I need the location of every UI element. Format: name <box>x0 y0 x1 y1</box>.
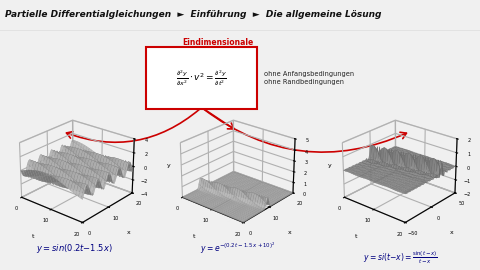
Text: $y{=}sin(0.2t{-}1.5x)$: $y{=}sin(0.2t{-}1.5x)$ <box>36 242 113 255</box>
FancyBboxPatch shape <box>146 47 257 109</box>
Y-axis label: x: x <box>127 230 131 235</box>
X-axis label: t: t <box>32 234 35 239</box>
Text: $\frac{\partial^2 y}{\partial x^2} \cdot v^2 = \frac{\partial^2 y}{\partial t^2}: $\frac{\partial^2 y}{\partial x^2} \cdot… <box>176 68 227 88</box>
Text: Partielle Differentialgleichungen  ►  Einführung  ►  Die allgemeine Lösung: Partielle Differentialgleichungen ► Einf… <box>5 11 381 19</box>
X-axis label: t: t <box>193 234 195 239</box>
X-axis label: t: t <box>355 234 358 239</box>
FancyArrowPatch shape <box>66 109 200 142</box>
Text: $y{=}e^{-(0.2\,t-1.5\,x+10)^2}$: $y{=}e^{-(0.2\,t-1.5\,x+10)^2}$ <box>200 241 276 256</box>
Text: $y{=}si(t{-}x) = \frac{\sin(t-x)}{t-x}$: $y{=}si(t{-}x) = \frac{\sin(t-x)}{t-x}$ <box>363 249 438 266</box>
FancyArrowPatch shape <box>204 109 234 129</box>
Y-axis label: x: x <box>288 230 292 235</box>
Text: Eindimensionale
Wellengleichung: Eindimensionale Wellengleichung <box>182 38 254 58</box>
Text: ohne Anfangsbedingungen
ohne Randbedingungen: ohne Anfangsbedingungen ohne Randbedingu… <box>264 71 354 85</box>
FancyArrowPatch shape <box>204 109 407 152</box>
Y-axis label: x: x <box>450 230 454 235</box>
